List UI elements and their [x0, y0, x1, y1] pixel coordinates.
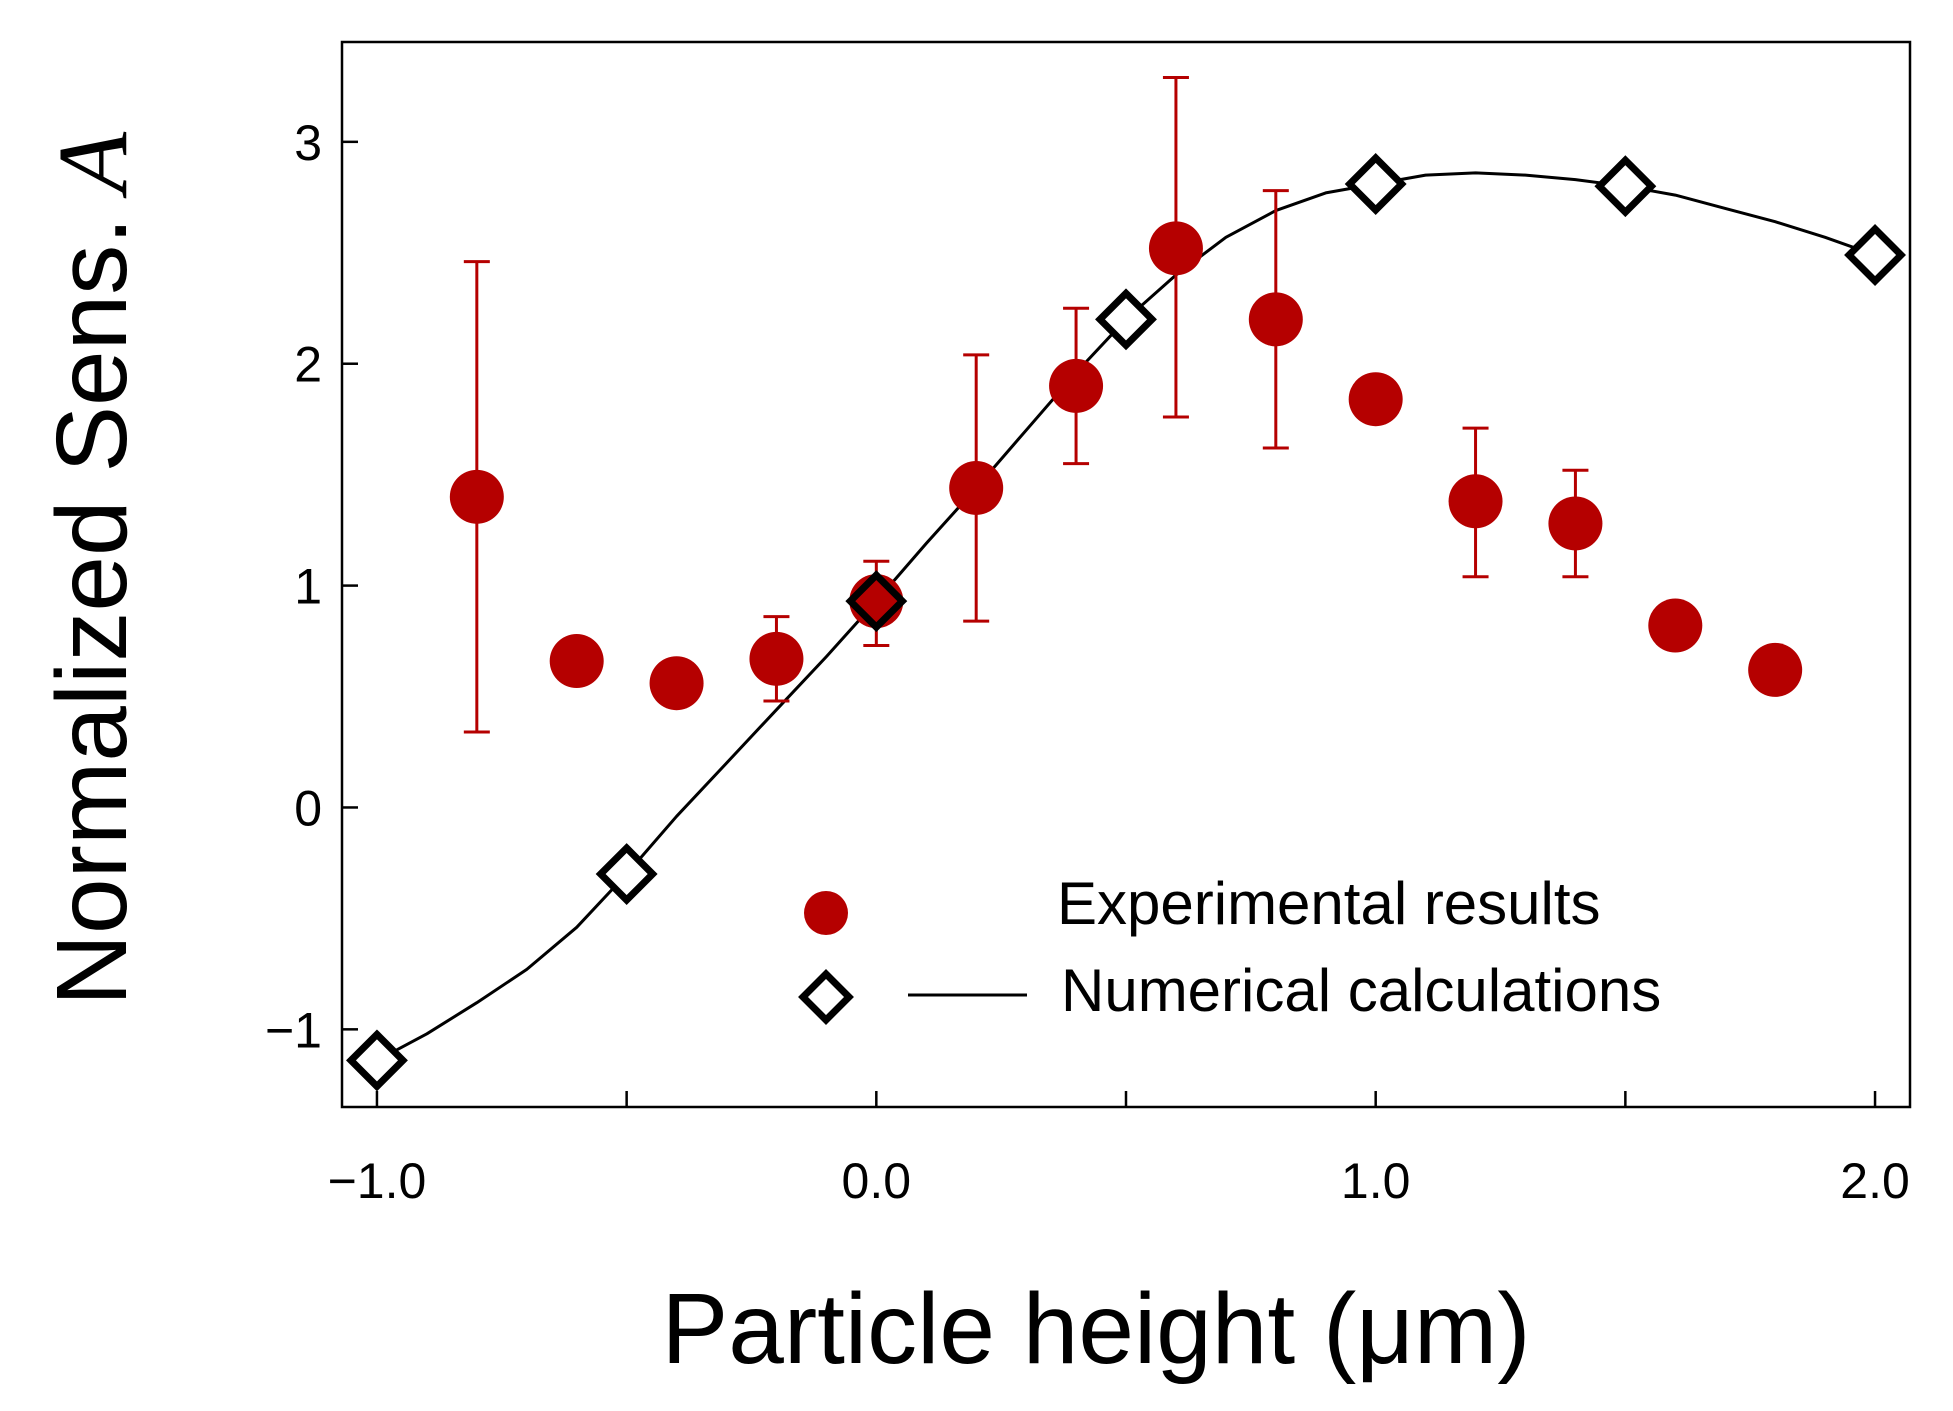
numerical-point-3: [1095, 288, 1157, 351]
y-axis-title: Normalized Sens. A: [36, 131, 148, 1006]
legend-label-numerical: Numerical calculations: [1061, 957, 1661, 1024]
x-axis-title: Particle height (μm): [662, 1273, 1531, 1385]
experimental-point-0: [449, 469, 504, 524]
experimental-point-11: [1548, 496, 1603, 551]
experimental-point-6: [1049, 358, 1104, 413]
x-tick-label: 2.0: [1840, 1153, 1910, 1209]
plot-frame: [340, 40, 1912, 1109]
experimental-point-4: [849, 574, 904, 629]
numerical-point-6: [1844, 224, 1906, 286]
legend-label-experimental: Experimental results: [1057, 870, 1601, 937]
experimental-point-1: [549, 634, 604, 689]
numerical-point-2: [845, 570, 908, 633]
experimental-point-5: [949, 460, 1004, 515]
legend-marker-numerical: [798, 969, 854, 1025]
svg-text:Normalized Sens.A: Normalized Sens. A: [36, 131, 148, 1006]
y-tick-label: −1: [265, 1002, 322, 1058]
y-tick-label: 0: [294, 780, 322, 836]
numerical-point-4: [1344, 153, 1407, 215]
experimental-point-10: [1448, 474, 1503, 529]
plot-area: [346, 76, 1906, 1092]
x-tick-label: −1.0: [328, 1153, 427, 1209]
y-tick-label: 3: [294, 115, 322, 171]
experimental-point-9: [1348, 372, 1403, 427]
experimental-point-3: [749, 631, 804, 686]
experimental-point-8: [1248, 292, 1303, 347]
y-tick-label: 2: [294, 337, 322, 393]
experimental-point-7: [1148, 221, 1203, 276]
numerical-point-1: [595, 843, 658, 905]
y-axis-title-symbol: A: [37, 131, 148, 199]
x-tick-label: 0.0: [842, 1153, 912, 1209]
experimental-point-12: [1648, 598, 1703, 653]
experimental-point-13: [1748, 642, 1803, 697]
numerical-point-5: [1594, 155, 1657, 218]
y-tick-label: 1: [294, 559, 322, 615]
x-tick-label: 1.0: [1341, 1153, 1411, 1209]
legend: Experimental results Numerical calculati…: [798, 870, 1661, 1025]
legend-marker-experimental: [804, 891, 848, 935]
experimental-point-2: [649, 656, 704, 711]
y-axis-title-text: Normalized Sens.: [36, 217, 148, 1006]
axes: −1.0 0.0 1.0 2.0 −1 0 1 2 3: [265, 40, 1912, 1209]
numerical-point-0: [346, 1029, 408, 1092]
